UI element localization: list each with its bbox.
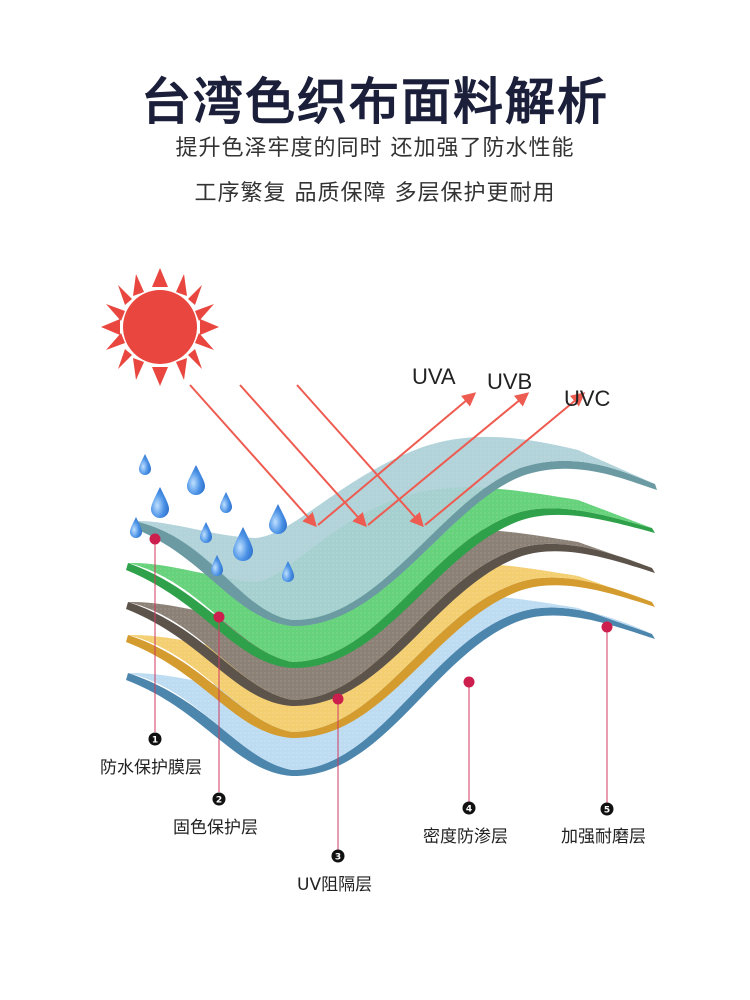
number-badge-2: 2 <box>212 792 226 806</box>
uvc-label: UVC <box>564 386 611 411</box>
marker-dot <box>601 621 613 633</box>
marker-dot <box>332 693 344 705</box>
ray-uvc-incoming <box>296 384 424 528</box>
layer-waterproof-membrane <box>133 436 657 627</box>
marker-dot <box>463 676 475 688</box>
ray-uvb-reflected <box>367 392 530 526</box>
marker-dot <box>149 533 161 545</box>
number-badge-1: 1 <box>148 732 162 746</box>
number-badge-5: 5 <box>600 802 614 816</box>
page-title: 台湾色织布面料解析 <box>141 73 609 131</box>
label-color-fixing: 固色保护层 <box>173 818 258 838</box>
ray-uva-incoming <box>189 384 317 528</box>
sun-icon <box>101 268 219 386</box>
water-drop-icon <box>187 465 205 495</box>
svg-text:2: 2 <box>216 796 222 806</box>
water-drop-icon <box>211 555 223 576</box>
label-waterproof-membrane: 防水保护膜层 <box>100 758 202 778</box>
water-drop-icon <box>233 527 253 561</box>
water-drop-icon <box>282 561 294 582</box>
label-density: 密度防渗层 <box>423 827 508 847</box>
water-drop-icon <box>220 492 232 513</box>
ray-uvb-incoming <box>239 384 367 528</box>
number-badge-3: 3 <box>331 849 345 863</box>
number-badge-4: 4 <box>462 801 476 815</box>
label-uv-barrier: UV阻隔层 <box>297 875 373 895</box>
water-drop-icon <box>200 522 212 543</box>
leader-lines <box>154 540 608 850</box>
uva-label: UVA <box>412 364 456 389</box>
layer-markers <box>149 533 613 705</box>
uvb-label: UVB <box>487 369 532 394</box>
svg-text:1: 1 <box>152 736 158 746</box>
ray-uvc-reflected <box>424 392 586 526</box>
subtitle-line-2: 工序繁复 品质保障 多层保护更耐用 <box>194 181 556 206</box>
svg-text:3: 3 <box>335 853 341 863</box>
water-drop-icon <box>269 504 287 534</box>
subtitle-line-1: 提升色泽牢度的同时 还加强了防水性能 <box>175 136 575 161</box>
water-drops <box>130 454 294 582</box>
water-drop-icon <box>139 454 151 475</box>
uv-rays-incoming <box>189 384 424 528</box>
uv-rays-reflected <box>317 392 586 526</box>
svg-text:4: 4 <box>466 805 472 815</box>
ray-uva-reflected <box>317 392 477 526</box>
marker-dot <box>213 611 225 623</box>
water-drop-icon <box>130 517 142 538</box>
label-wear-resistant: 加强耐磨层 <box>561 827 646 847</box>
svg-text:5: 5 <box>604 806 610 816</box>
water-drop-icon <box>151 487 169 518</box>
